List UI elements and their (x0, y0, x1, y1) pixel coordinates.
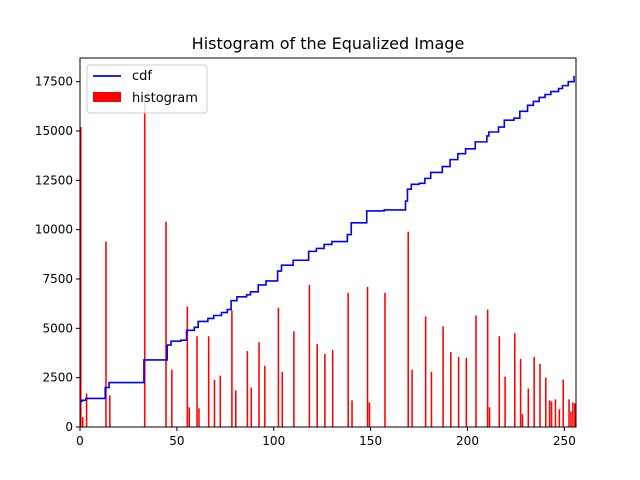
histogram-bar (198, 408, 200, 427)
histogram-bar (324, 353, 326, 427)
histogram-bar (558, 409, 561, 427)
histogram-bar (250, 387, 253, 427)
histogram-bar (186, 306, 189, 427)
histogram-bar (213, 379, 216, 427)
histogram-bar (504, 376, 506, 427)
cdf-line (80, 75, 575, 403)
histogram-bar (457, 356, 460, 427)
histogram-bar (366, 286, 369, 427)
histogram-bar (550, 401, 553, 427)
histogram-bar (81, 417, 84, 427)
x-tick-label: 0 (76, 434, 84, 448)
y-tick-label: 10000 (35, 223, 73, 237)
histogram-bar (430, 371, 433, 427)
histogram-bar (331, 350, 334, 427)
histogram-bar (368, 402, 371, 427)
histogram-bar (281, 371, 284, 427)
x-tick-label: 150 (359, 434, 382, 448)
x-tick-label: 200 (456, 434, 479, 448)
legend-histogram-label: histogram (132, 91, 198, 106)
y-tick-label: 2500 (42, 371, 73, 385)
y-tick-label: 17500 (35, 75, 73, 89)
histogram-bar (498, 336, 501, 427)
histogram-bar (264, 365, 266, 427)
histogram-bar (450, 352, 452, 427)
histogram-bar (574, 403, 576, 427)
histogram-bar (308, 284, 311, 427)
histogram-bar (143, 101, 146, 427)
histogram-bar (411, 369, 413, 427)
axes-frame (79, 57, 577, 428)
y-tick-label: 12500 (35, 173, 73, 187)
histogram-bar (188, 407, 191, 427)
histogram-bar (475, 315, 477, 427)
histogram-bar (347, 292, 349, 427)
histogram-bar (277, 307, 280, 427)
histogram-bar (514, 333, 516, 427)
histogram-bar (545, 377, 547, 427)
histogram-bar (533, 356, 535, 427)
y-tick-label: 5000 (42, 321, 73, 335)
legend-cdf-label: cdf (132, 69, 152, 84)
histogram-bar (85, 393, 88, 427)
histogram-bar (246, 351, 249, 427)
histogram-bar (568, 399, 570, 427)
x-tick-label: 250 (553, 434, 576, 448)
histogram-bar (293, 331, 295, 427)
histogram-bar (171, 369, 173, 427)
y-tick-label: 0 (65, 420, 73, 434)
histogram-bar (80, 127, 82, 427)
legend: cdf histogram (86, 64, 208, 114)
plot-area (80, 75, 576, 427)
histogram-bar (519, 358, 522, 427)
histogram-bar (207, 336, 210, 427)
histogram-bar (486, 309, 489, 427)
histogram-bar (407, 231, 409, 427)
histogram-bar (562, 379, 564, 427)
y-tick-label: 15000 (35, 124, 73, 138)
histogram-bar (258, 342, 260, 427)
histogram-bar (521, 414, 524, 427)
histogram-bar (554, 399, 557, 427)
histogram-bar (105, 241, 107, 427)
histogram-bar (165, 221, 167, 427)
histogram-bar (316, 344, 318, 427)
histogram-bar (488, 407, 491, 427)
histogram-bar (548, 400, 551, 427)
histogram-bar (572, 402, 574, 427)
histogram-bar (442, 326, 444, 427)
histogram-bar (424, 316, 427, 427)
histogram-bar (351, 400, 353, 427)
histogram-bar (219, 375, 222, 427)
x-tick-label: 50 (169, 434, 184, 448)
histogram-bar (235, 390, 237, 427)
histogram-bar (109, 395, 111, 427)
histogram-bar (527, 388, 530, 427)
histogram-bar (231, 310, 233, 427)
axes: 0 50 100 150 200 2500250050007500100001250015… (35, 57, 577, 448)
histogram-bar (570, 411, 572, 427)
histogram-bar (196, 336, 198, 427)
histogram-bar (539, 363, 541, 427)
x-tick-label: 100 (262, 434, 285, 448)
histogram-bar (465, 357, 468, 427)
histogram-bar (384, 292, 386, 427)
legend-histogram-swatch (93, 92, 121, 102)
y-tick-label: 7500 (42, 272, 73, 286)
chart-title: Histogram of the Equalized Image (192, 34, 465, 53)
